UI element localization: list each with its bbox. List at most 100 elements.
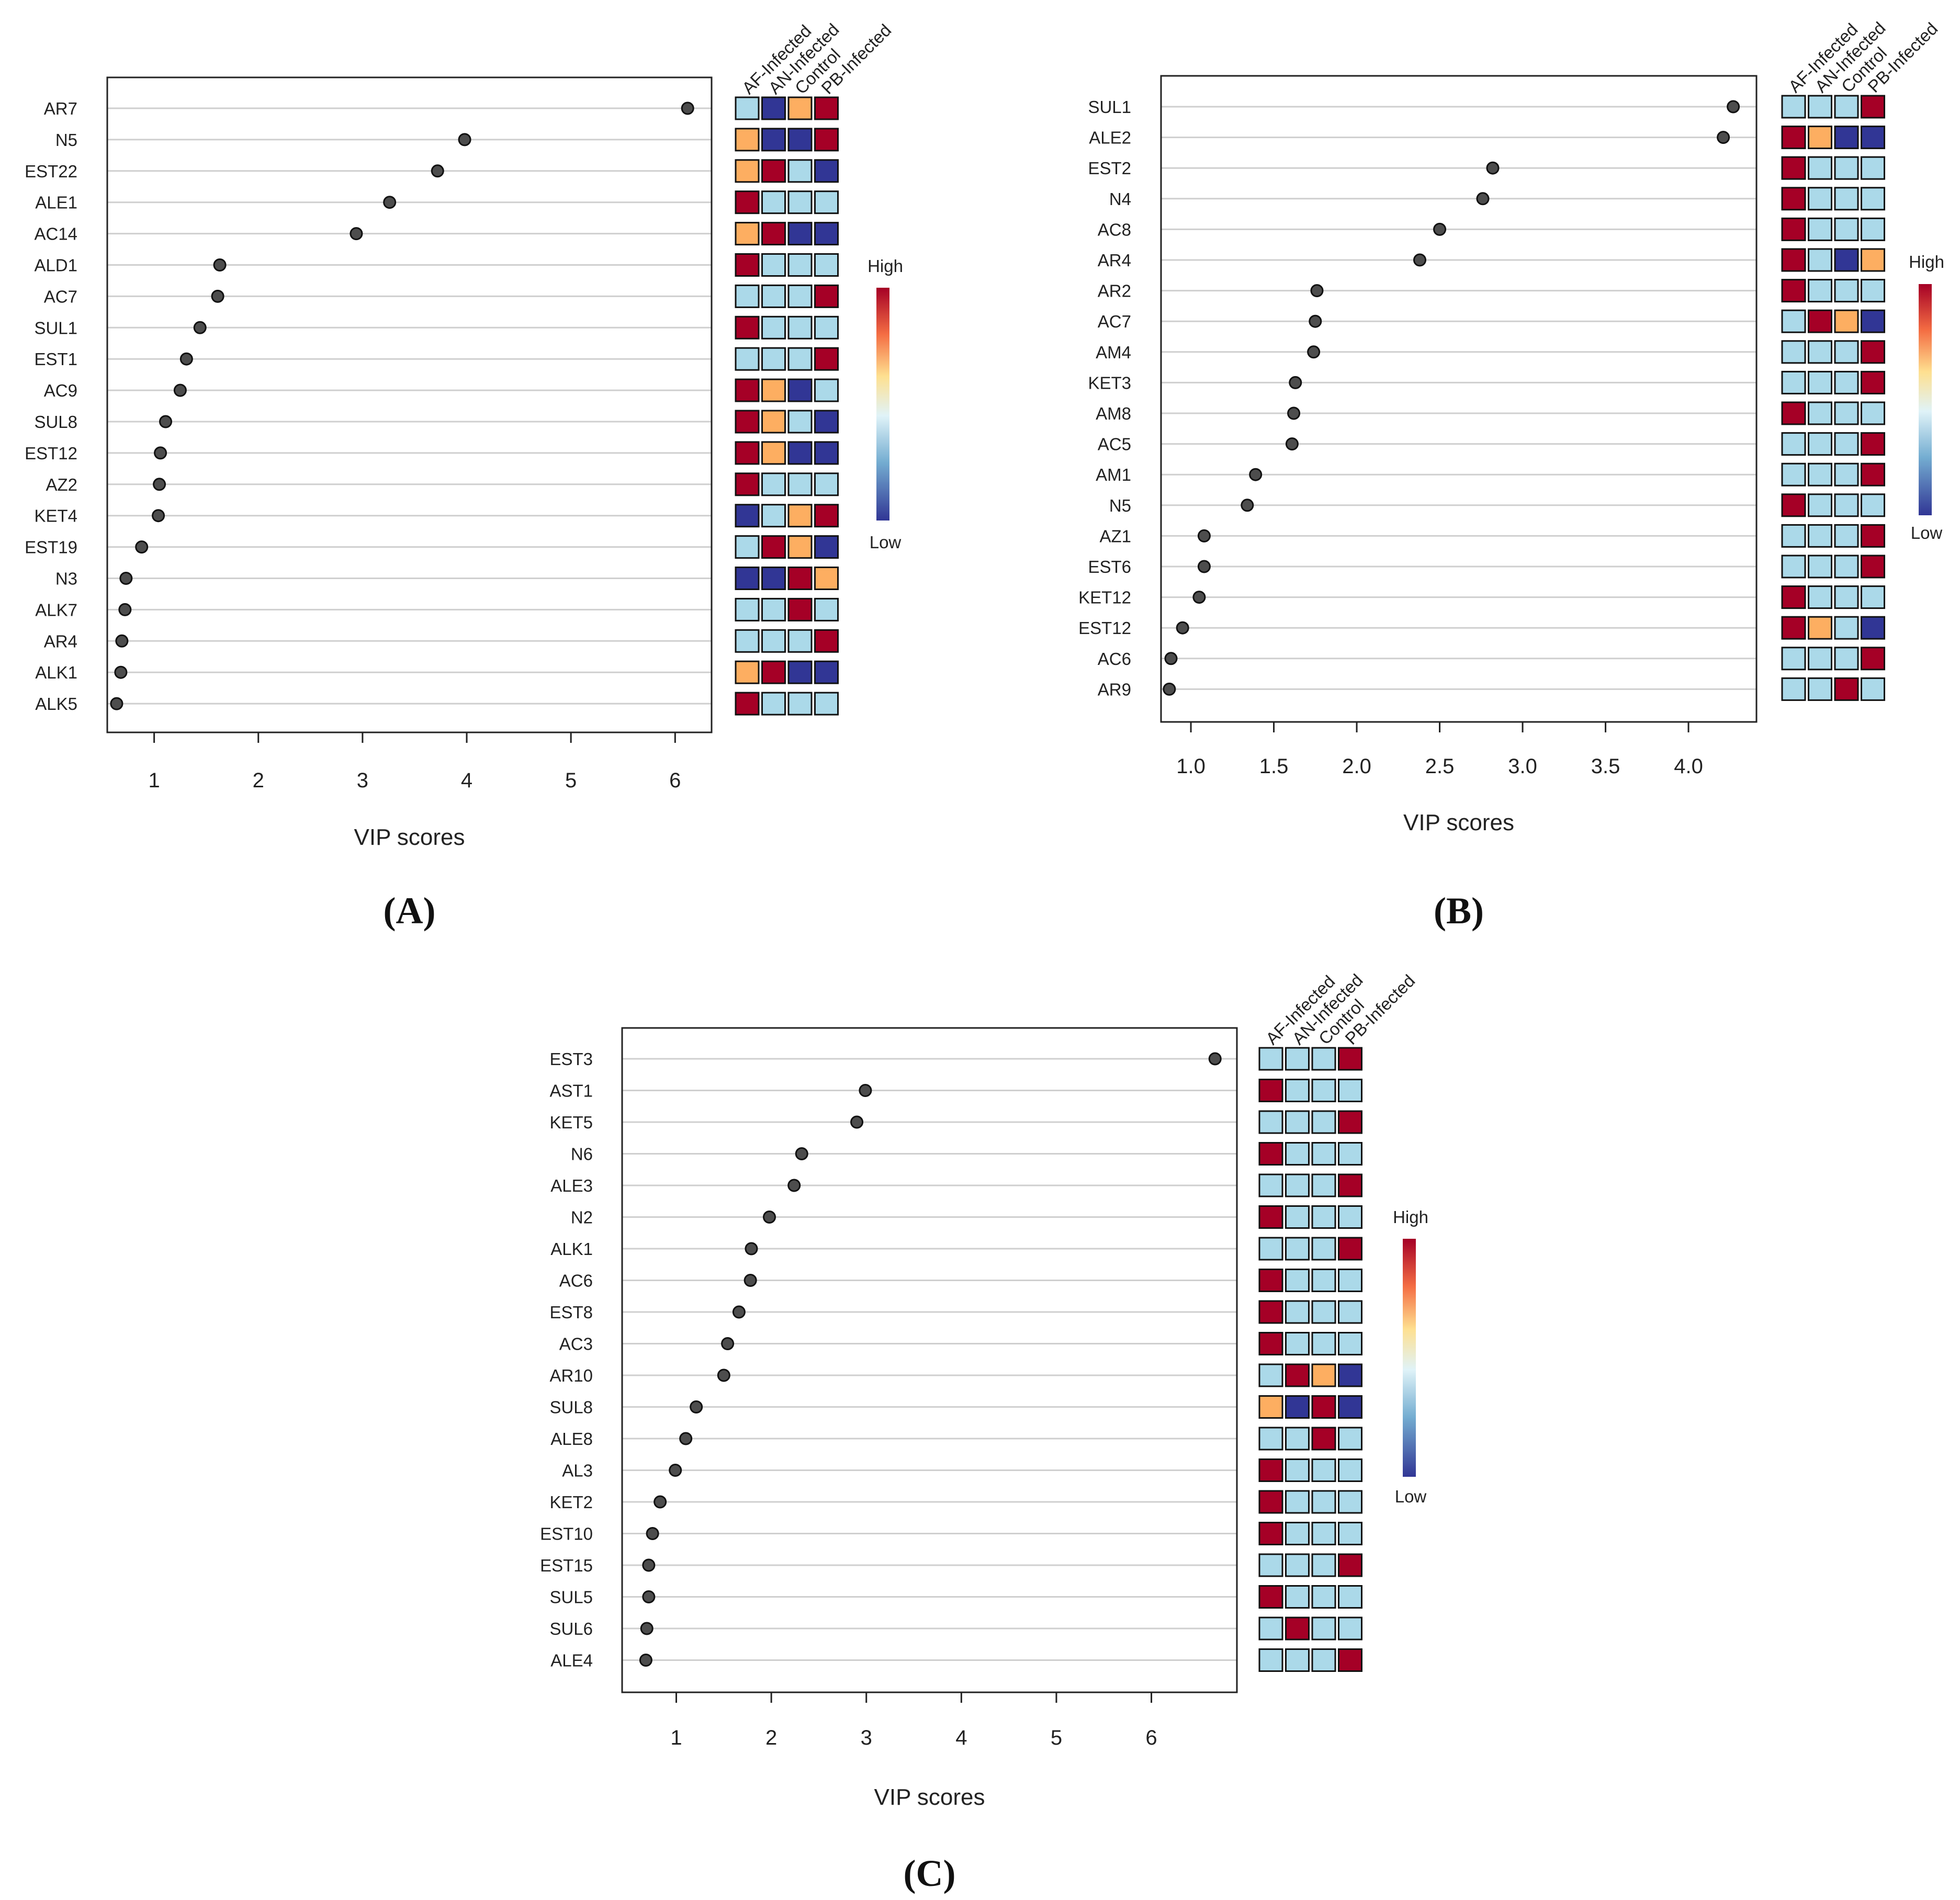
compound-label: AC9 [44, 381, 77, 400]
heatmap-cell [1258, 1047, 1283, 1071]
heatmap-cell [787, 535, 813, 559]
heatmap-cell [1808, 677, 1832, 701]
compound-label: ALE3 [550, 1176, 593, 1195]
heatmap-cell [1311, 1585, 1336, 1609]
heatmap-cell [814, 347, 839, 371]
heatmap-cell [1311, 1205, 1336, 1229]
x-tick-label: 6 [1145, 1726, 1157, 1749]
heatmap-cell [1258, 1300, 1283, 1324]
vip-point [1197, 529, 1211, 542]
heatmap-cell [735, 441, 760, 465]
heatmap-cell [1311, 1616, 1336, 1641]
heatmap-cell [1338, 1363, 1362, 1387]
vip-point [211, 289, 224, 303]
heatmap-cell [1338, 1490, 1362, 1514]
heatmap-cell [1285, 1585, 1310, 1609]
heatmap-cell [1834, 187, 1859, 211]
heatmap-cell [1861, 432, 1885, 456]
heatmap-cell [1834, 524, 1859, 548]
heatmap-cell [1861, 524, 1885, 548]
compound-label: EST22 [25, 162, 77, 181]
panel-label: (C) [904, 1852, 956, 1894]
x-tick-label: 4 [955, 1726, 967, 1749]
heatmap-cell [1338, 1616, 1362, 1641]
vip-point [1176, 621, 1189, 635]
compound-label: EST12 [25, 444, 77, 463]
heatmap-cell [814, 567, 839, 590]
heatmap-cell [1311, 1458, 1336, 1482]
heatmap-cell [1258, 1490, 1283, 1514]
x-axis-title: VIP scores [1403, 810, 1514, 835]
heatmap-cell [735, 284, 760, 308]
heatmap-cell [1861, 279, 1885, 303]
heatmap-cell [735, 315, 760, 340]
heatmap-cell [1781, 279, 1806, 303]
heatmap-cell [1834, 309, 1859, 333]
heatmap-cell [1834, 462, 1859, 487]
heatmap-cell [1311, 1648, 1336, 1672]
heatmap-cell [1285, 1363, 1310, 1387]
heatmap-cell [1311, 1269, 1336, 1292]
heatmap-cell [814, 472, 839, 496]
compound-label: AZ1 [1099, 526, 1131, 546]
heatmap-cell [1834, 616, 1859, 640]
compound-label: AC3 [559, 1334, 593, 1354]
heatmap-cell [1258, 1205, 1283, 1229]
heatmap-cell [1285, 1079, 1310, 1102]
compound-label: SUL8 [34, 412, 77, 432]
heatmap-cell [1285, 1522, 1310, 1545]
heatmap-cell [1258, 1648, 1283, 1672]
legend-low-label: Low [1911, 523, 1943, 542]
compound-label: AL3 [562, 1461, 593, 1480]
heatmap-cell [1338, 1205, 1362, 1229]
vip-point [383, 196, 397, 209]
heatmap-cell [735, 410, 760, 434]
heatmap-cell [735, 159, 760, 183]
compound-label: AC6 [559, 1271, 593, 1291]
heatmap-cell [814, 441, 839, 465]
heatmap-cell [1258, 1363, 1283, 1387]
heatmap-cell [1861, 370, 1885, 394]
vip-point [159, 415, 173, 428]
heatmap-cell [787, 128, 813, 152]
heatmap-cell [814, 159, 839, 183]
legend-high-label: High [1909, 252, 1944, 272]
heatmap-cell [787, 504, 813, 528]
compound-label: ALK7 [35, 600, 77, 619]
heatmap-cell [1808, 126, 1832, 150]
compound-label: SUL6 [549, 1619, 593, 1638]
heatmap-cell [761, 629, 786, 653]
compound-label: ALK5 [35, 694, 77, 714]
compound-label: EST10 [540, 1524, 593, 1544]
heatmap-cell [761, 159, 786, 183]
vip-point [193, 321, 207, 334]
compound-label: AC6 [1098, 649, 1131, 669]
heatmap-cell [1834, 340, 1859, 364]
heatmap-cell [1285, 1205, 1310, 1229]
heatmap-cell [1861, 677, 1885, 701]
vip-point [1164, 652, 1178, 665]
compound-label: ALE2 [1089, 128, 1131, 148]
compound-label: AC5 [1098, 435, 1131, 454]
heatmap-cell [1311, 1427, 1336, 1451]
heatmap-cell [1311, 1173, 1336, 1197]
vip-point [213, 258, 227, 272]
heatmap-cell [1311, 1300, 1336, 1324]
heatmap-cell [1258, 1079, 1283, 1102]
heatmap-cell [1285, 1300, 1310, 1324]
panel-label: (B) [1434, 890, 1484, 932]
x-axis-title: VIP scores [874, 1784, 985, 1810]
heatmap-cell [1861, 647, 1885, 671]
x-tick-label: 3.0 [1508, 755, 1537, 778]
heatmap-cell [761, 190, 786, 214]
heatmap-cell [814, 597, 839, 621]
vip-point [350, 227, 363, 241]
x-tick-label: 1.5 [1259, 755, 1289, 778]
compound-label: N5 [1109, 496, 1131, 515]
vip-point [787, 1179, 801, 1192]
heatmap-cell [1861, 248, 1885, 272]
heatmap-cell [1781, 585, 1806, 609]
compound-label: N5 [55, 130, 77, 150]
heatmap-cell [1781, 309, 1806, 333]
plot-frame [106, 76, 713, 733]
